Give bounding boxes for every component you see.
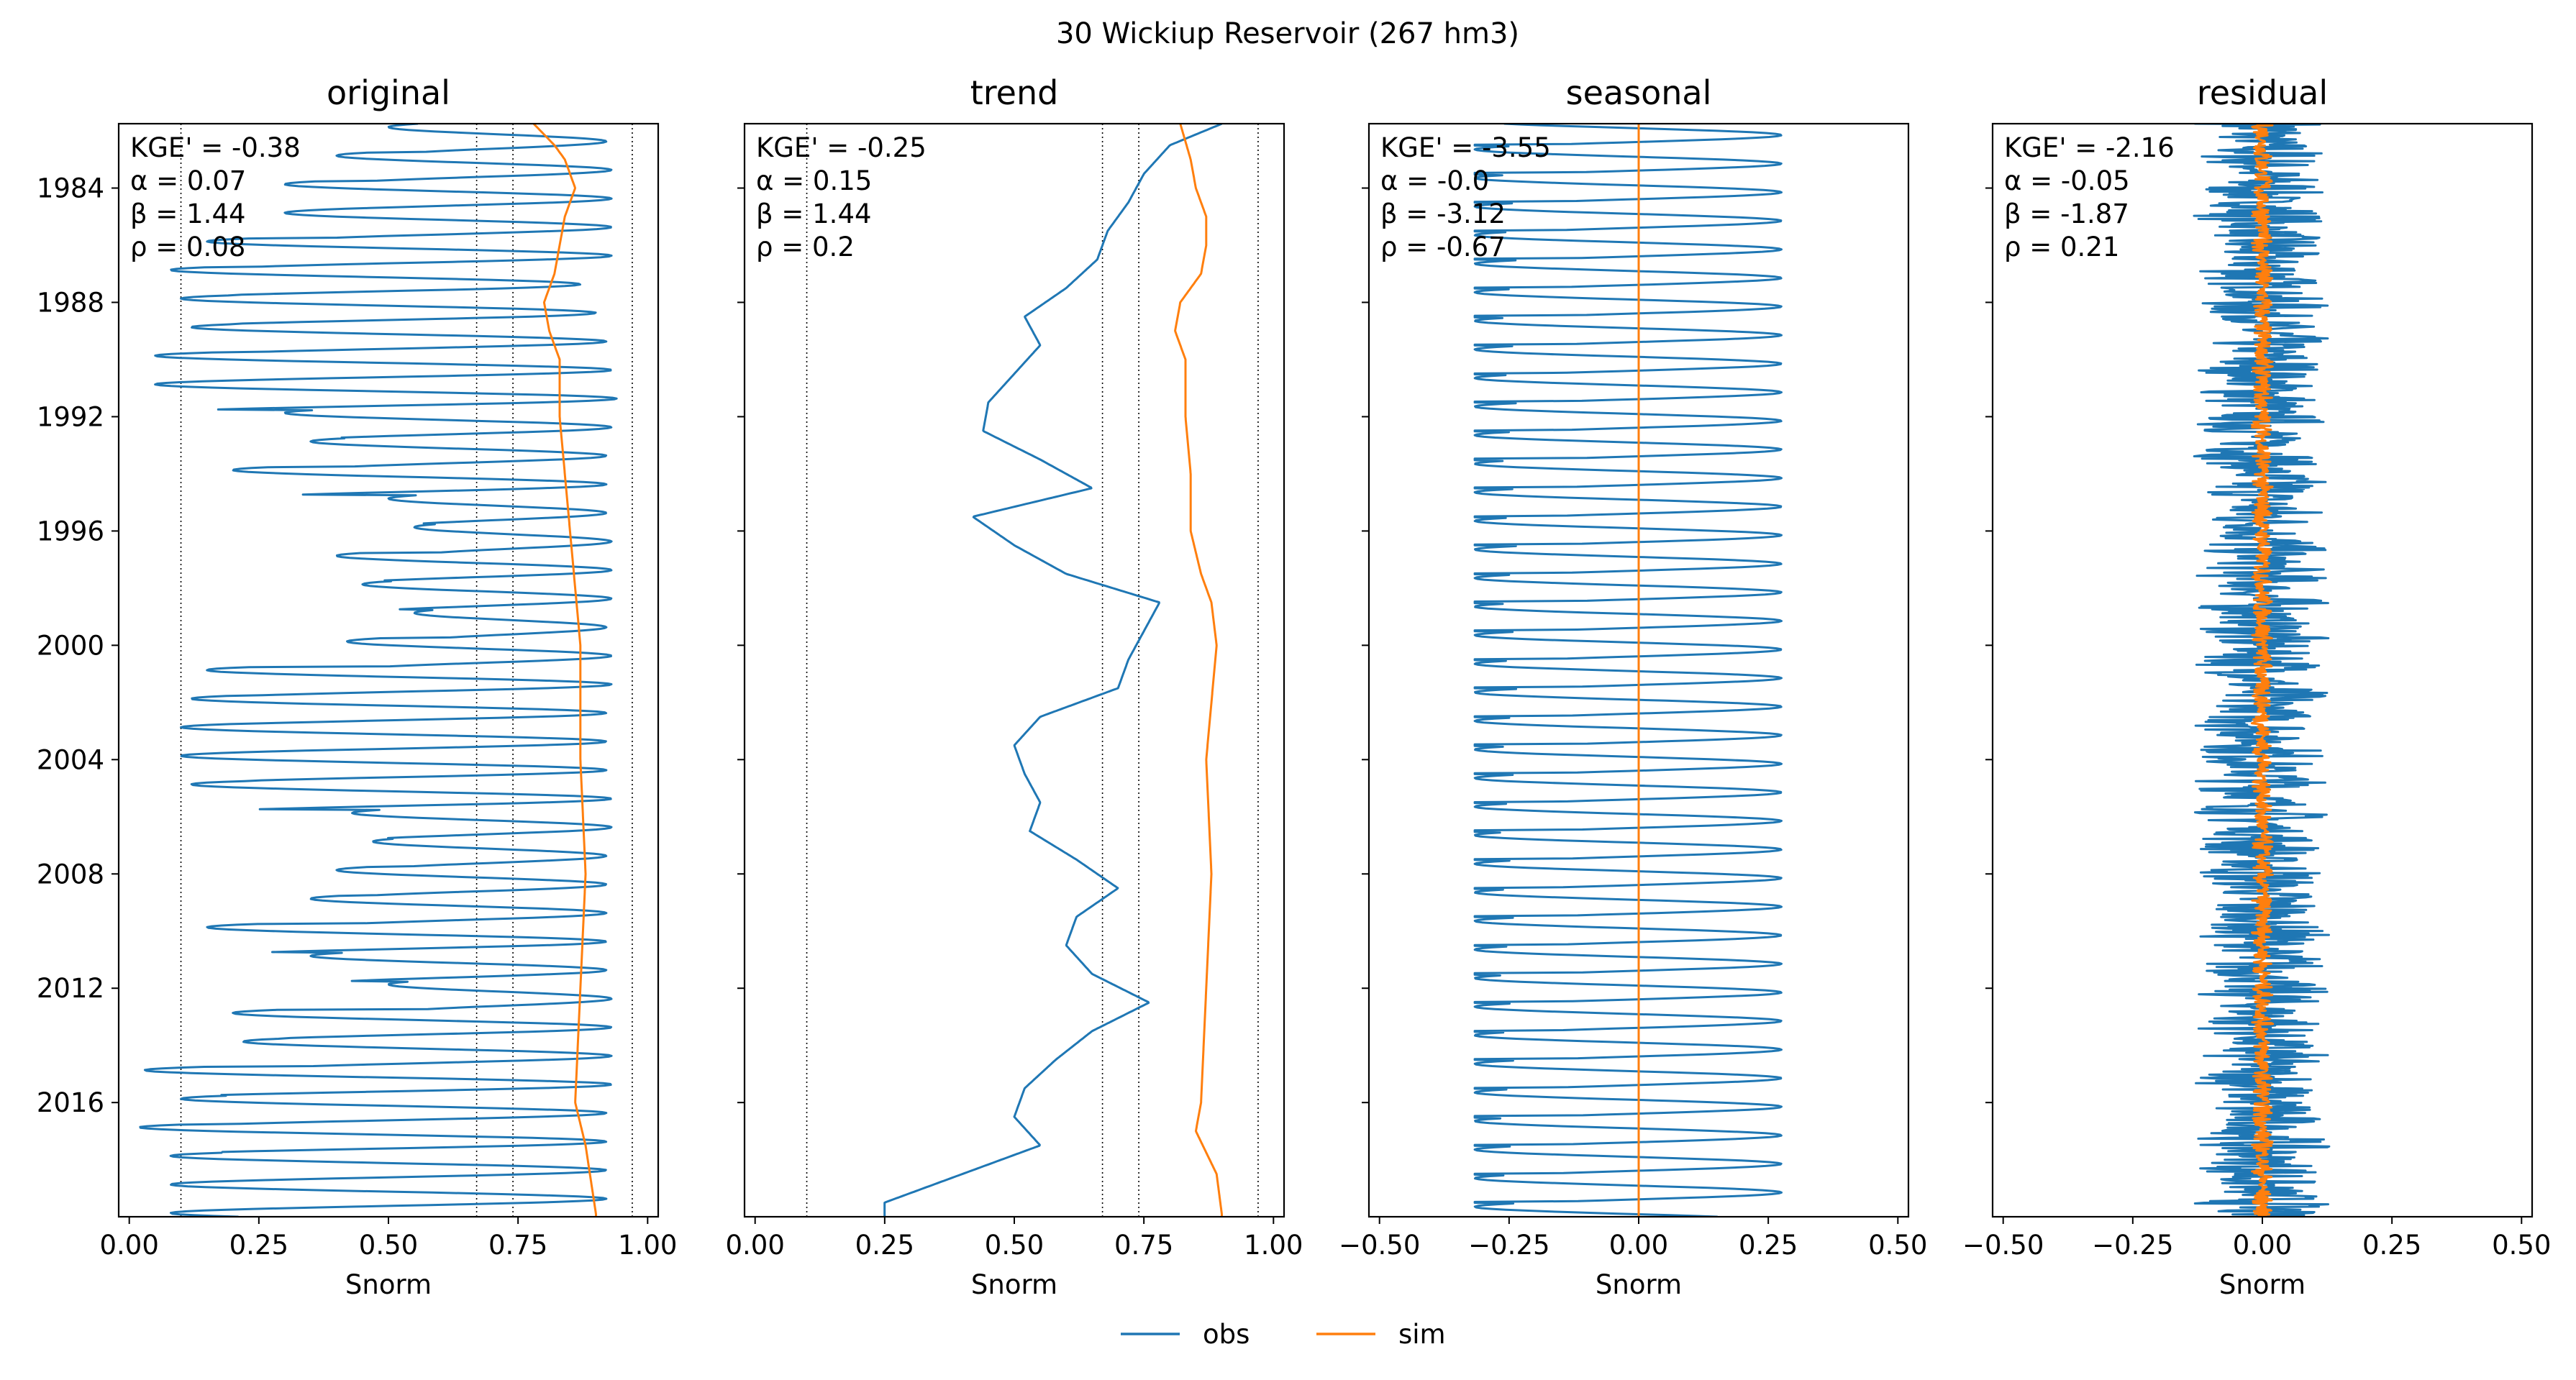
x-axis-label: Snorm	[971, 1269, 1057, 1300]
panel-original: original 0.00 0.25 0.50 0.75 1.00 Snorm 1984 198…	[37, 73, 678, 1300]
x-tick-label: 0.00	[100, 1230, 159, 1261]
x-tick-label: 0.00	[726, 1230, 785, 1261]
plot-area	[1473, 124, 1783, 1217]
x-tick-label: 1.00	[1244, 1230, 1303, 1261]
x-tick-label: −0.25	[2092, 1230, 2173, 1261]
y-tick-label: 1996	[37, 516, 104, 547]
panel-trend: trend 0.00 0.25 0.50 0.75 1.00 Snorm KGE' = -0.…	[726, 73, 1303, 1300]
metric-text: KGE' = -3.55	[1380, 132, 1551, 163]
metric-text: α = -0.05	[2004, 165, 2130, 196]
metric-text: ρ = 0.21	[2004, 232, 2119, 262]
plot-area	[139, 124, 618, 1217]
panel-title: original	[327, 73, 450, 112]
x-tick-label: −0.50	[1339, 1230, 1420, 1261]
metric-text: α = -0.0	[1380, 165, 1489, 196]
y-tick-label: 2008	[37, 859, 104, 890]
x-tick-label: −0.25	[1468, 1230, 1549, 1261]
obs-series-line	[883, 124, 1223, 1217]
y-tick-label: 2012	[37, 973, 104, 1004]
sim-series-line	[2250, 124, 2275, 1217]
obs-series-line	[139, 124, 618, 1217]
x-tick-label: 0.00	[1609, 1230, 1668, 1261]
x-axis-label: Snorm	[345, 1269, 432, 1300]
x-axis-label: Snorm	[2219, 1269, 2306, 1300]
y-tick-label: 2004	[37, 744, 104, 775]
plot-area	[2193, 124, 2331, 1217]
x-tick-label: 0.75	[1114, 1230, 1173, 1261]
y-tick-label: 2016	[37, 1087, 104, 1118]
x-tick-label: 0.25	[855, 1230, 914, 1261]
legend-obs-label: obs	[1203, 1319, 1250, 1350]
y-tick-label: 1984	[37, 173, 104, 204]
x-tick-label: 0.00	[2233, 1230, 2292, 1261]
legend: obs sim	[1121, 1319, 1446, 1350]
panel-title: trend	[970, 73, 1059, 112]
panel-seasonal: seasonal −0.50 −0.25 0.00 0.25 0.50 Snorm KGE' …	[1339, 73, 1927, 1300]
metric-text: β = 1.44	[130, 198, 246, 229]
sim-series-line	[1174, 124, 1223, 1217]
metric-text: KGE' = -0.25	[756, 132, 927, 163]
plot-area	[883, 124, 1223, 1217]
y-tick-label: 2000	[37, 630, 104, 661]
metric-text: β = 1.44	[756, 198, 872, 229]
panel-title: residual	[2197, 73, 2328, 112]
y-tick-label: 1992	[37, 401, 104, 432]
x-tick-label: −0.50	[1962, 1230, 2044, 1261]
x-tick-label: 0.25	[1739, 1230, 1798, 1261]
panels: original 0.00 0.25 0.50 0.75 1.00 Snorm 1984 198…	[37, 73, 2552, 1300]
metric-text: KGE' = -2.16	[2004, 132, 2175, 163]
x-tick-label: 0.50	[985, 1230, 1044, 1261]
metric-text: α = 0.15	[756, 165, 872, 196]
x-tick-label: 0.25	[2362, 1230, 2421, 1261]
metric-text: ρ = -0.67	[1380, 232, 1506, 262]
sim-series-line	[532, 124, 597, 1217]
metric-text: α = 0.07	[130, 165, 246, 196]
panel-title: seasonal	[1566, 73, 1712, 112]
x-tick-label: 0.50	[1868, 1230, 1927, 1261]
x-tick-label: 0.50	[359, 1230, 418, 1261]
metric-text: ρ = 0.2	[756, 232, 855, 262]
y-tick-label: 1988	[37, 287, 104, 318]
metric-text: β = -3.12	[1380, 198, 1506, 229]
figure-suptitle: 30 Wickiup Reservoir (267 hm3)	[1056, 17, 1519, 50]
legend-sim-label: sim	[1398, 1319, 1446, 1350]
metric-text: β = -1.87	[2004, 198, 2129, 229]
metric-text: ρ = 0.08	[130, 232, 245, 262]
x-tick-label: 0.50	[2492, 1230, 2551, 1261]
x-tick-label: 1.00	[618, 1230, 677, 1261]
panel-residual: residual −0.50 −0.25 0.00 0.25 0.50 Snorm KGE' …	[1962, 73, 2551, 1300]
obs-series-line	[1473, 124, 1783, 1217]
x-axis-label: Snorm	[1596, 1269, 1682, 1300]
x-tick-label: 0.75	[488, 1230, 547, 1261]
x-tick-label: 0.25	[229, 1230, 288, 1261]
metric-text: KGE' = -0.38	[130, 132, 301, 163]
